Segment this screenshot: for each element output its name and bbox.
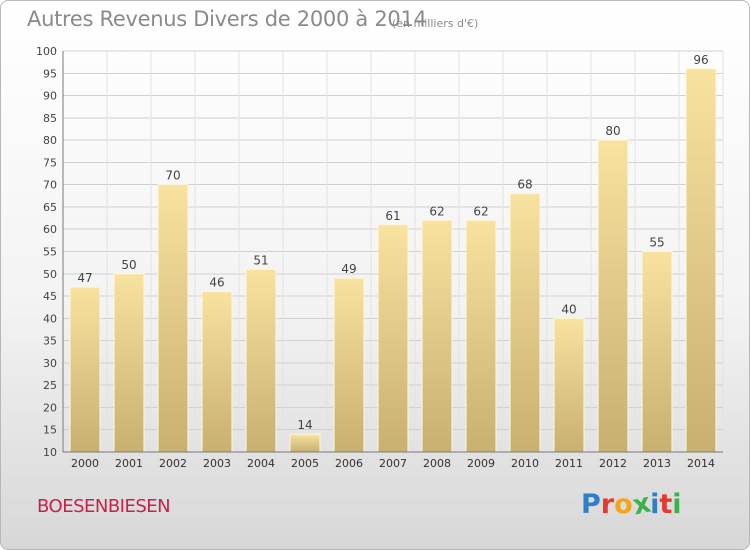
y-tick-label: 20 bbox=[43, 401, 57, 414]
logo-letter: i bbox=[650, 489, 660, 520]
x-tick-label: 2002 bbox=[159, 457, 187, 470]
bar-2011 bbox=[553, 317, 585, 453]
x-tick-label: 2011 bbox=[555, 457, 583, 470]
bar-2010 bbox=[509, 193, 541, 453]
data-label: 40 bbox=[561, 302, 576, 316]
y-tick-label: 55 bbox=[43, 246, 57, 259]
bar-2008 bbox=[421, 219, 453, 453]
logo-letter: i bbox=[672, 489, 682, 520]
bar-chart: 10 15 20 25 30 35 40 45 50 55 60 65 70 75 80 85 90 95 100 4… bbox=[36, 45, 724, 470]
y-tick-label: 80 bbox=[43, 134, 57, 147]
y-tick-label: 50 bbox=[43, 268, 57, 281]
y-tick-label: 95 bbox=[43, 67, 57, 80]
x-tick-label: 2000 bbox=[71, 457, 99, 470]
bar-2002 bbox=[157, 184, 189, 453]
bar-2012 bbox=[597, 139, 629, 453]
location-name: BOESENBIESEN bbox=[37, 496, 171, 517]
chart-subtitle: (en milliers d'€) bbox=[392, 17, 479, 30]
y-tick-label: 30 bbox=[43, 357, 57, 370]
logo-letter: o bbox=[614, 489, 633, 520]
x-tick-label: 2005 bbox=[291, 457, 319, 470]
x-tick-label: 2014 bbox=[687, 457, 715, 470]
y-tick-label: 35 bbox=[43, 335, 57, 348]
x-tick-label: 2008 bbox=[423, 457, 451, 470]
bar-2003 bbox=[201, 291, 233, 453]
y-tick-label: 15 bbox=[43, 424, 57, 437]
data-label: 55 bbox=[649, 236, 664, 250]
chart-title: Autres Revenus Divers de 2000 à 2014 bbox=[27, 7, 427, 31]
y-tick-label: 45 bbox=[43, 290, 57, 303]
x-tick-label: 2013 bbox=[643, 457, 671, 470]
y-tick-label: 90 bbox=[43, 90, 57, 103]
y-tick-label: 65 bbox=[43, 201, 57, 214]
x-tick-label: 2009 bbox=[467, 457, 495, 470]
x-tick-label: 2010 bbox=[511, 457, 539, 470]
x-tick-label: 2007 bbox=[379, 457, 407, 470]
bar-2013 bbox=[641, 251, 673, 453]
data-label: 61 bbox=[385, 209, 400, 223]
logo-letter: t bbox=[659, 489, 673, 520]
y-tick-label: 75 bbox=[43, 156, 57, 169]
data-label: 80 bbox=[605, 124, 620, 138]
y-tick-label: 85 bbox=[43, 112, 57, 125]
x-tick-label: 2003 bbox=[203, 457, 231, 470]
y-tick-label: 70 bbox=[43, 179, 57, 192]
bar-2014 bbox=[685, 68, 717, 453]
y-tick-label: 10 bbox=[43, 446, 57, 459]
data-label: 50 bbox=[121, 258, 136, 272]
logo-letter: r bbox=[600, 489, 615, 520]
data-label: 62 bbox=[473, 204, 488, 218]
x-tick-label: 2001 bbox=[115, 457, 143, 470]
data-label: 96 bbox=[693, 53, 708, 67]
data-label: 49 bbox=[341, 262, 356, 276]
bar-2009 bbox=[465, 219, 497, 453]
data-label: 47 bbox=[77, 271, 92, 285]
data-label: 62 bbox=[429, 204, 444, 218]
x-tick-label: 2004 bbox=[247, 457, 275, 470]
bar-2007 bbox=[377, 224, 409, 453]
x-tick-label: 2006 bbox=[335, 457, 363, 470]
data-label: 14 bbox=[297, 418, 312, 432]
y-tick-label: 40 bbox=[43, 312, 57, 325]
y-tick-label: 100 bbox=[36, 45, 57, 58]
bar-2004 bbox=[245, 268, 277, 453]
bar-2006 bbox=[333, 277, 365, 453]
data-label: 68 bbox=[517, 178, 532, 192]
bar-2000 bbox=[69, 286, 101, 453]
data-label: 70 bbox=[165, 169, 180, 183]
x-tick-label: 2012 bbox=[599, 457, 627, 470]
y-tick-label: 60 bbox=[43, 223, 57, 236]
bar-2005 bbox=[289, 433, 321, 453]
bar-2001 bbox=[113, 273, 145, 453]
proxiti-logo: Proxiti bbox=[581, 488, 682, 522]
logo-letter: P bbox=[581, 489, 601, 520]
y-tick-label: 25 bbox=[43, 379, 57, 392]
data-label: 46 bbox=[209, 276, 224, 290]
data-label: 51 bbox=[253, 253, 268, 267]
